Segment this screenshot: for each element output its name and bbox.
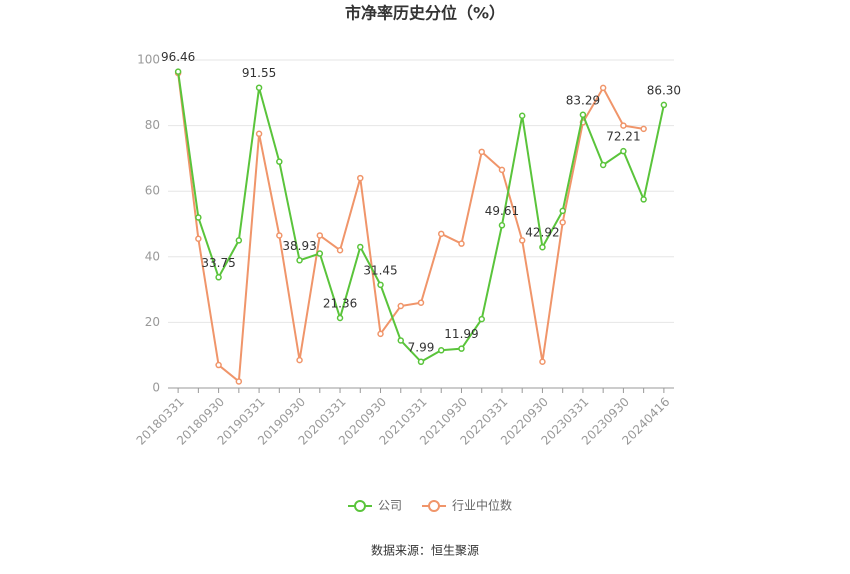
point bbox=[620, 147, 627, 155]
data-label: 96.46 bbox=[161, 50, 195, 64]
y-tick-label: 20 bbox=[145, 315, 160, 329]
data-label: 7.99 bbox=[408, 340, 435, 354]
point bbox=[195, 214, 202, 221]
point bbox=[377, 330, 384, 338]
y-tick-label: 100 bbox=[137, 53, 160, 67]
data-label: 31.45 bbox=[363, 263, 397, 277]
point bbox=[316, 232, 324, 239]
data-label: 49.61 bbox=[485, 204, 519, 218]
point bbox=[559, 207, 566, 215]
point bbox=[235, 237, 243, 244]
point bbox=[437, 230, 445, 238]
data-label: 91.55 bbox=[242, 66, 276, 80]
point bbox=[599, 161, 607, 169]
data-label: 83.29 bbox=[566, 93, 600, 107]
point bbox=[620, 122, 627, 129]
data-label: 38.93 bbox=[282, 239, 316, 253]
data-label: 33.75 bbox=[201, 256, 235, 270]
point bbox=[296, 356, 303, 364]
y-tick-label: 40 bbox=[145, 249, 160, 263]
point bbox=[458, 345, 465, 352]
y-tick-label: 60 bbox=[145, 184, 160, 198]
point bbox=[235, 378, 243, 385]
point bbox=[599, 84, 607, 92]
point bbox=[357, 243, 364, 251]
series-line bbox=[177, 71, 665, 364]
legend-marker bbox=[354, 500, 366, 512]
chart-title: 市净率历史分位（%） bbox=[345, 4, 505, 23]
point bbox=[478, 315, 485, 323]
point bbox=[276, 232, 283, 239]
point bbox=[296, 257, 303, 264]
point bbox=[255, 84, 263, 91]
legend-marker bbox=[428, 500, 441, 512]
point bbox=[174, 68, 182, 75]
point bbox=[316, 250, 324, 257]
data-label: 72.21 bbox=[606, 130, 640, 144]
point bbox=[417, 299, 425, 306]
point bbox=[215, 361, 222, 369]
point bbox=[437, 347, 445, 354]
point bbox=[498, 222, 506, 229]
point bbox=[336, 314, 344, 322]
point bbox=[539, 243, 546, 251]
point bbox=[377, 281, 384, 289]
point bbox=[539, 358, 546, 366]
y-tick-label: 80 bbox=[145, 118, 160, 132]
point bbox=[397, 302, 405, 310]
legend-item: 公司 bbox=[348, 499, 402, 513]
data-label: 21.36 bbox=[323, 296, 357, 310]
legend-label: 公司 bbox=[378, 499, 402, 513]
point bbox=[640, 125, 647, 133]
point bbox=[640, 196, 647, 203]
point bbox=[276, 158, 283, 165]
point bbox=[518, 112, 526, 120]
y-tick-label: 0 bbox=[152, 381, 160, 395]
point bbox=[458, 240, 465, 247]
point bbox=[255, 130, 263, 138]
point bbox=[498, 166, 506, 174]
series-line bbox=[177, 72, 644, 384]
data-label: 86.30 bbox=[647, 83, 681, 97]
point bbox=[559, 219, 566, 226]
source: 数据来源：恒生聚源 bbox=[371, 543, 479, 558]
point bbox=[397, 337, 405, 344]
point bbox=[195, 235, 202, 243]
point bbox=[357, 174, 364, 182]
point bbox=[478, 148, 485, 156]
point bbox=[660, 101, 668, 109]
data-label: 42.92 bbox=[525, 226, 559, 240]
data-label: 11.99 bbox=[444, 327, 478, 341]
point bbox=[579, 111, 587, 119]
legend-label: 行业中位数 bbox=[452, 498, 512, 513]
point bbox=[417, 358, 425, 366]
point bbox=[336, 246, 344, 254]
point bbox=[215, 274, 222, 281]
legend-item: 行业中位数 bbox=[422, 498, 512, 513]
point bbox=[518, 237, 526, 244]
